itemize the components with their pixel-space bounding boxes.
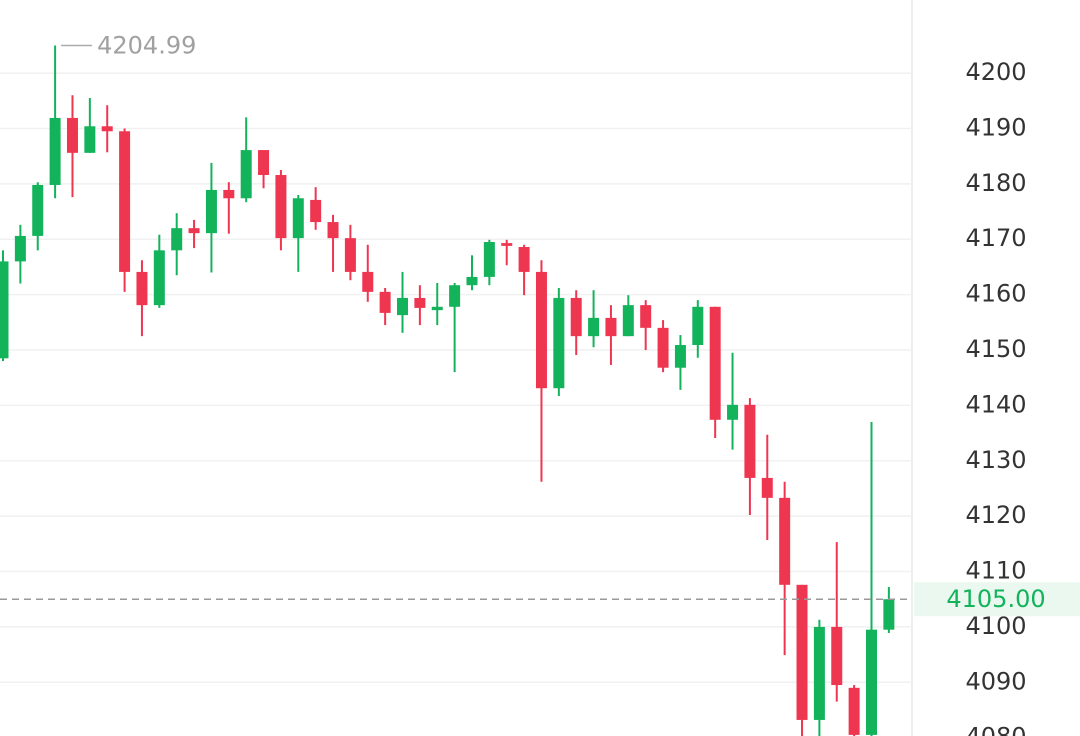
candle-body [831, 626, 843, 686]
candle-body [84, 126, 96, 153]
candle-body [709, 306, 721, 420]
candle-body [483, 242, 495, 277]
candle-body [501, 243, 513, 246]
candle-body [66, 117, 78, 153]
candle-body [414, 297, 426, 308]
candle-body [171, 228, 183, 251]
candle-body [32, 184, 44, 236]
candle-body [101, 126, 113, 132]
candle-body [362, 271, 374, 292]
candle-body [379, 291, 391, 313]
candle-body [692, 306, 704, 346]
candle-body [240, 150, 252, 199]
candle-body [223, 189, 235, 199]
candle-body [397, 297, 409, 316]
last-price-label: 4105.00 [946, 585, 1045, 613]
y-tick-label: 4120 [965, 501, 1026, 529]
candle-body [744, 404, 756, 478]
candle-body [605, 317, 617, 337]
candle-body [535, 271, 547, 389]
candle-body [883, 599, 895, 630]
y-tick-label: 4140 [965, 390, 1026, 418]
last-price-box [914, 582, 1080, 617]
y-tick-label: 4080 [965, 723, 1026, 736]
y-tick-label: 4180 [965, 169, 1026, 197]
y-tick-label: 4150 [965, 335, 1026, 363]
candle-body [0, 261, 9, 359]
y-tick-label: 4100 [965, 612, 1026, 640]
y-tick-label: 4160 [965, 280, 1026, 308]
candle-body [310, 199, 322, 223]
y-tick-label: 4170 [965, 224, 1026, 252]
candle-body [813, 626, 825, 720]
candle-body [431, 306, 443, 311]
candle-body [258, 150, 270, 176]
candle-body [796, 584, 808, 720]
candle-body [518, 246, 530, 272]
candle-body [188, 228, 200, 234]
candle-body [848, 687, 860, 735]
y-tick-label: 4090 [965, 667, 1026, 695]
max-marker-label: 4204.99 [97, 31, 196, 59]
candle-body [153, 250, 165, 306]
candle-body [205, 189, 217, 234]
candle-body [553, 297, 565, 389]
candle-body [761, 477, 773, 498]
candle-body [275, 175, 287, 239]
candle-body [727, 404, 739, 420]
candle-body [49, 117, 61, 185]
candle-body [119, 131, 131, 272]
candle-body [640, 305, 652, 328]
candle-body [449, 285, 461, 307]
candle-body [674, 345, 686, 368]
candle-body [866, 629, 877, 735]
candle-body [588, 317, 600, 337]
y-tick-label: 4190 [965, 113, 1026, 141]
candle-body [292, 198, 304, 239]
candle-body [570, 297, 582, 337]
candle-body [466, 276, 478, 286]
y-tick-label: 4110 [965, 557, 1026, 585]
candle-body [14, 235, 26, 262]
candle-body [327, 222, 339, 239]
candle-body [622, 305, 634, 337]
candle-body [136, 271, 148, 306]
y-tick-label: 4130 [965, 446, 1026, 474]
candle-body [657, 327, 669, 368]
candle-body [779, 497, 791, 585]
candle-body [344, 238, 356, 272]
y-tick-label: 4200 [965, 58, 1026, 86]
